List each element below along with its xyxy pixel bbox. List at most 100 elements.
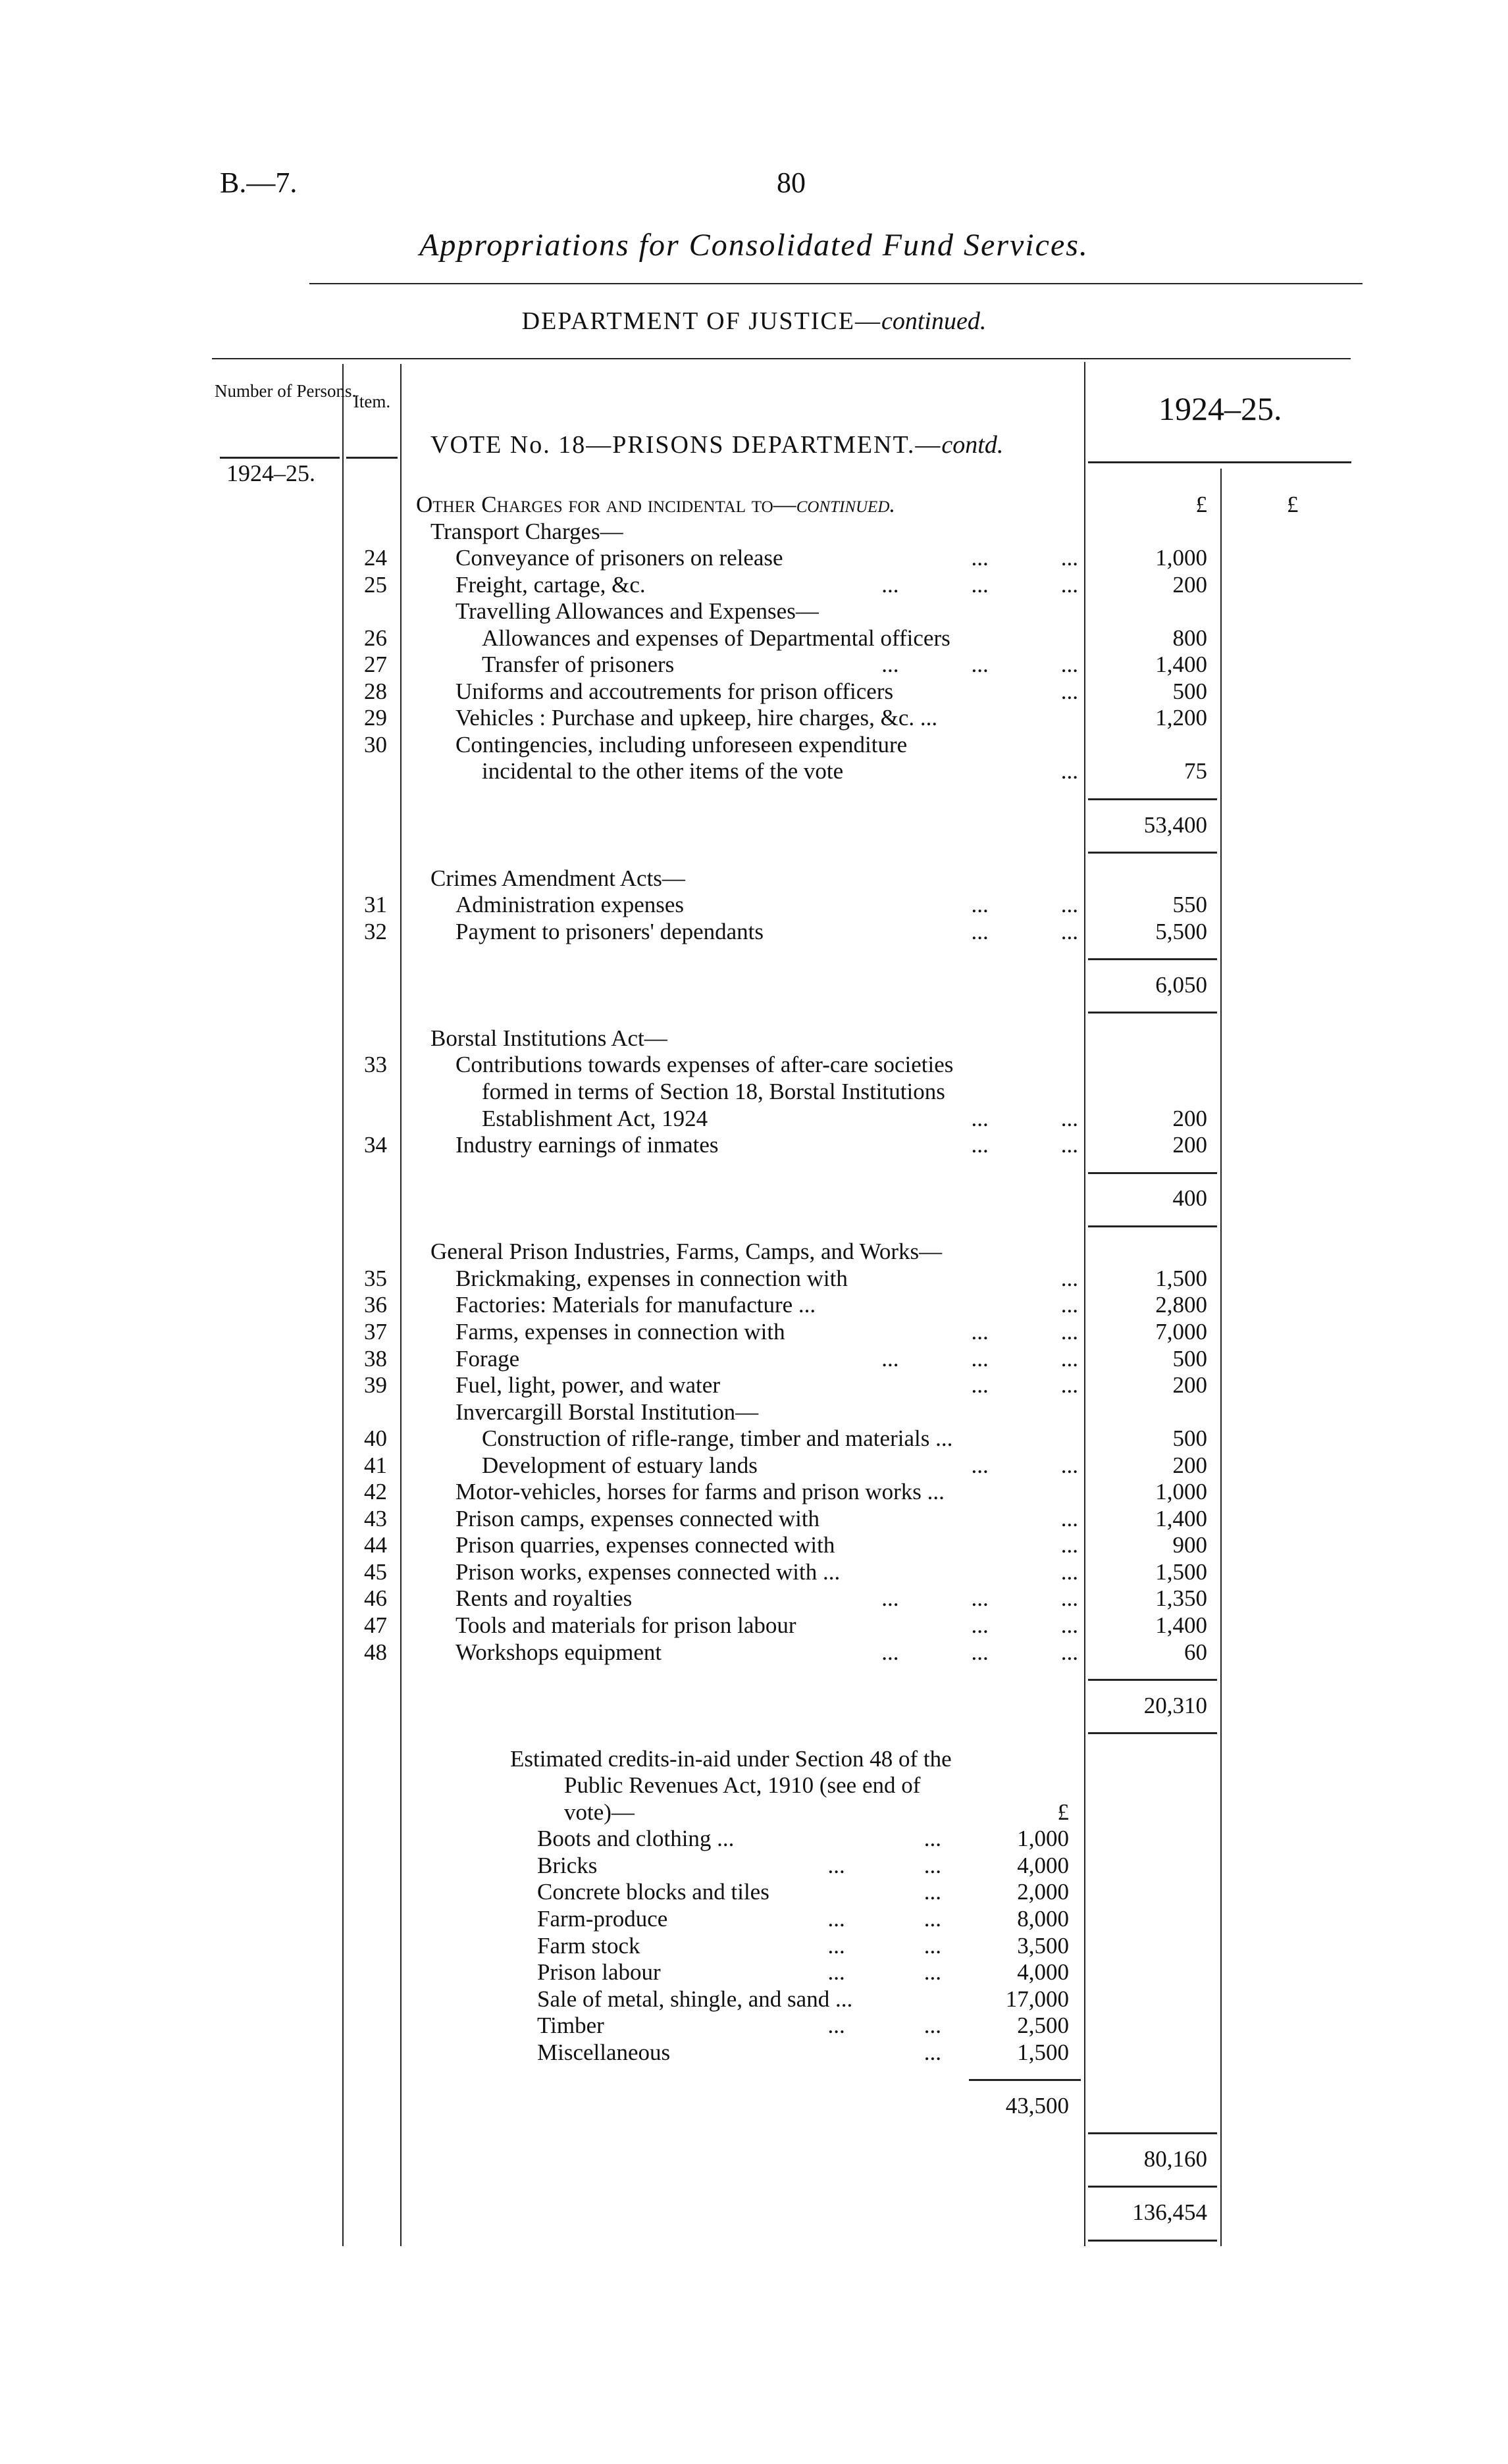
vote-title-text: VOTE No. 18—PRISONS DEPARTMENT.— bbox=[430, 431, 942, 459]
line-item-row: 42 Motor-vehicles, horses for farms and p… bbox=[0, 1479, 1508, 1506]
amount-value: 500 bbox=[1172, 1345, 1208, 1372]
description-text: Contingencies, including unforeseen expe… bbox=[455, 731, 908, 757]
dot-leader: ... bbox=[971, 1345, 989, 1372]
dot-leader: ... bbox=[1060, 1292, 1078, 1318]
dot-leader: ... bbox=[1060, 1585, 1078, 1612]
credit-amount: £ bbox=[1057, 1799, 1070, 1825]
item-description: Freight, cartage, &c. bbox=[455, 572, 646, 598]
item-number: 37 bbox=[364, 1318, 387, 1345]
item-description: Estimated credits-in-aid under Section 4… bbox=[510, 1746, 952, 1772]
description-text: Industry earnings of inmates bbox=[455, 1132, 719, 1158]
dot-leader: ... bbox=[971, 892, 989, 918]
item-description: Miscellaneous bbox=[537, 2040, 670, 2066]
vote-title-suffix: contd. bbox=[941, 431, 1004, 459]
amount-value: 800 bbox=[1172, 625, 1208, 651]
dot-leader: ... bbox=[1060, 1612, 1078, 1638]
item-description: Borstal Institutions Act— bbox=[430, 1025, 667, 1052]
dot-leader: ... bbox=[923, 1932, 941, 1959]
dot-leader: ... bbox=[971, 571, 989, 598]
description-text: Miscellaneous bbox=[537, 2039, 671, 2065]
dot-leaders: ...... bbox=[902, 892, 1079, 918]
dot-leader: ... bbox=[1060, 1105, 1078, 1131]
item-number: 46 bbox=[364, 1585, 387, 1612]
item-description: Payment to prisoners' dependants bbox=[455, 919, 764, 945]
table-row: 400 bbox=[0, 1185, 1508, 1212]
dot-leaders: ...... bbox=[902, 545, 1079, 571]
department-suffix: continued. bbox=[881, 307, 987, 335]
line-item-row: 47 Tools and materials for prison labour.… bbox=[0, 1612, 1508, 1639]
table-row: formed in terms of Section 18, Borstal I… bbox=[0, 1079, 1508, 1106]
dot-leaders: ......... bbox=[881, 571, 1078, 598]
dot-leader: ... bbox=[1060, 1639, 1078, 1665]
item-description-divider bbox=[400, 364, 402, 2246]
total-rule-row bbox=[0, 838, 1508, 865]
total-rule-row bbox=[0, 1666, 1508, 1693]
table-row: Timber...... 2,500 bbox=[0, 2013, 1508, 2040]
dot-leader: ... bbox=[881, 1345, 899, 1372]
dot-leaders: ...... bbox=[902, 1105, 1079, 1132]
persons-header-rule bbox=[220, 457, 340, 459]
dot-leader: ... bbox=[1060, 1372, 1078, 1399]
dot-leaders: ......... bbox=[881, 1639, 1078, 1666]
item-number: 39 bbox=[364, 1372, 387, 1399]
credit-amount: 4,000 bbox=[1017, 1852, 1069, 1878]
amount-value: 200 bbox=[1172, 1105, 1208, 1131]
dot-leaders: ...... bbox=[902, 1319, 1079, 1345]
credit-amount: 17,000 bbox=[1005, 1986, 1069, 2012]
table-row: Concrete blocks and tiles... 2,000 bbox=[0, 1879, 1508, 1906]
line-item-row: 39 Fuel, light, power, and water...... 200 bbox=[0, 1372, 1508, 1399]
table-row: 136,454 bbox=[0, 2199, 1508, 2226]
description-text: Transfer of prisoners bbox=[482, 652, 675, 678]
dot-leader: ... bbox=[1060, 1452, 1078, 1478]
item-description: Other Charges for and incidental to—cont… bbox=[416, 492, 895, 518]
table-row: Farm stock...... 3,500 bbox=[0, 1933, 1508, 1960]
item-number: 43 bbox=[364, 1505, 387, 1531]
item-description: Timber bbox=[537, 2013, 604, 2039]
dot-leaders: ... bbox=[902, 1266, 1078, 1292]
table-row: General Prison Industries, Farms, Camps,… bbox=[0, 1239, 1508, 1266]
total-rule-row bbox=[0, 998, 1508, 1025]
description-text: Payment to prisoners' dependants bbox=[455, 918, 764, 944]
item-description: Uniforms and accoutrements for prison of… bbox=[455, 679, 893, 705]
total-rule-row bbox=[0, 2066, 1508, 2093]
total-rule bbox=[1088, 1732, 1217, 1735]
credit-amount: 1,000 bbox=[1017, 1826, 1069, 1852]
description-text: Estimated credits-in-aid under Section 4… bbox=[510, 1745, 952, 1772]
item-number: 45 bbox=[364, 1558, 387, 1585]
dot-leader: ... bbox=[971, 1132, 989, 1158]
line-item-row: 41 Development of estuary lands...... 200 bbox=[0, 1452, 1508, 1479]
item-number: 31 bbox=[364, 892, 387, 918]
dot-leader: ... bbox=[1060, 1132, 1078, 1158]
item-number: 32 bbox=[364, 918, 387, 944]
report-reference: B.—7. bbox=[220, 167, 298, 199]
item-description: Contributions towards expenses of after-… bbox=[455, 1052, 953, 1078]
item-description: Transport Charges— bbox=[430, 519, 623, 545]
dot-leader: ... bbox=[1060, 918, 1078, 944]
table-row: 20,310 bbox=[0, 1693, 1508, 1720]
item-description: Invercargill Borstal Institution— bbox=[455, 1399, 758, 1425]
description-text: Prison camps, expenses connected with bbox=[455, 1505, 820, 1531]
description-text: Transport Charges— bbox=[430, 518, 623, 544]
description-text: Borstal Institutions Act— bbox=[430, 1025, 667, 1051]
vote-title: VOTE No. 18—PRISONS DEPARTMENT.—contd. bbox=[430, 430, 1003, 459]
dot-leader: ... bbox=[971, 545, 989, 571]
line-item-row: 35 Brickmaking, expenses in connection wi… bbox=[0, 1266, 1508, 1293]
line-item-row: 37 Farms, expenses in connection with....… bbox=[0, 1319, 1508, 1346]
dot-leader: ... bbox=[881, 1639, 899, 1665]
total-rule-row bbox=[0, 785, 1508, 812]
item-description: Development of estuary lands bbox=[482, 1452, 758, 1479]
dot-leaders: ......... bbox=[881, 1345, 1078, 1372]
item-description: Factories: Materials for manufacture ... bbox=[455, 1292, 816, 1318]
item-description: Brickmaking, expenses in connection with bbox=[455, 1266, 848, 1292]
item-number: 24 bbox=[364, 545, 387, 571]
dot-leaders: ...... bbox=[902, 1372, 1079, 1399]
total-rule bbox=[1088, 2239, 1217, 2242]
line-item-row: 34 Industry earnings of inmates...... 200 bbox=[0, 1132, 1508, 1159]
dot-leader: ... bbox=[827, 2013, 845, 2039]
item-number: 26 bbox=[364, 625, 387, 651]
dot-leaders: ... bbox=[790, 1879, 941, 1905]
item-number: 34 bbox=[364, 1132, 387, 1158]
total-rule-row bbox=[0, 1212, 1508, 1239]
dot-leaders: ......... bbox=[881, 652, 1078, 678]
dot-leaders: ...... bbox=[902, 918, 1079, 945]
